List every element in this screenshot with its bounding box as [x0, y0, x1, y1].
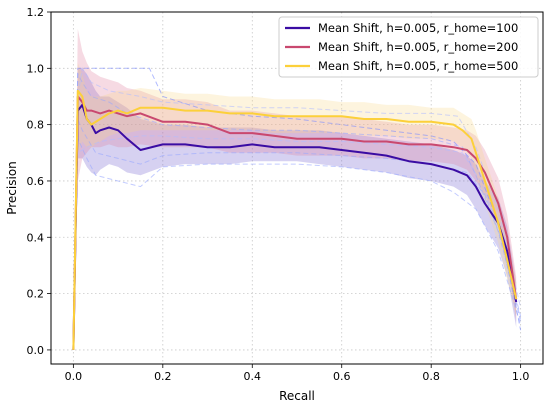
legend-label: Mean Shift, h=0.005, r_home=100	[318, 21, 518, 35]
run-line	[72, 72, 522, 350]
confidence-band	[73, 28, 517, 350]
legend: Mean Shift, h=0.005, r_home=100 Mean Shif…	[278, 16, 539, 78]
confidence-bands	[73, 28, 517, 350]
x-tick-label: 0.0	[65, 370, 83, 383]
y-tick-label: 1.2	[27, 6, 45, 19]
run-line	[72, 66, 522, 350]
x-tick-label: 0.4	[244, 370, 262, 383]
x-tick-label: 0.8	[422, 370, 440, 383]
confidence-band	[73, 68, 517, 350]
grid-lines	[51, 11, 543, 364]
y-tick-label: 0.0	[27, 344, 45, 357]
series-line	[72, 95, 518, 350]
series-line	[72, 103, 518, 350]
x-tick-label: 1.0	[512, 370, 530, 383]
plot-frame	[50, 11, 544, 365]
y-tick-label: 0.2	[27, 288, 45, 301]
legend-label: Mean Shift, h=0.005, r_home=500	[318, 59, 518, 73]
individual-runs	[72, 66, 522, 350]
x-tick-label: 0.2	[154, 370, 172, 383]
y-tick-label: 0.8	[27, 119, 45, 132]
y-axis-label: Precision	[5, 161, 19, 215]
mean-series-lines	[72, 89, 518, 350]
run-line	[72, 135, 522, 350]
series-line	[72, 89, 518, 350]
y-axis-ticks: 0.0 0.2 0.4 0.6 0.8 1.0 1.2	[27, 6, 51, 357]
y-tick-label: 1.0	[27, 62, 45, 75]
y-tick-label: 0.4	[27, 231, 45, 244]
run-line	[72, 138, 522, 350]
x-axis-ticks: 0.0 0.2 0.4 0.6 0.8 1.0	[65, 364, 530, 383]
legend-label: Mean Shift, h=0.005, r_home=200	[318, 40, 518, 54]
x-tick-label: 0.6	[333, 370, 351, 383]
legend-box	[278, 16, 539, 78]
y-tick-label: 0.6	[27, 175, 45, 188]
x-axis-label: Recall	[279, 389, 315, 403]
confidence-band	[73, 62, 517, 350]
run-line	[72, 67, 522, 350]
